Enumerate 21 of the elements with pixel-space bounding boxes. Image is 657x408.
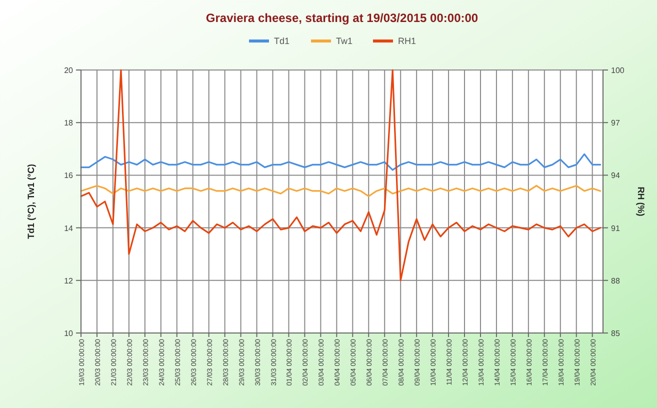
y-tick-label: 20 <box>64 66 74 75</box>
legend-label: Td1 <box>274 36 290 46</box>
line-series <box>80 69 602 282</box>
y-tick-label: 10 <box>64 329 74 338</box>
y2-tick-label: 94 <box>611 171 620 180</box>
y2-axis-title: RH (%) <box>636 186 646 216</box>
y2-tick-label: 97 <box>611 118 620 128</box>
y-tick-label: 16 <box>64 171 74 180</box>
y2-tick-label: 85 <box>611 329 620 338</box>
line-series <box>80 184 602 198</box>
y2-tick-label: 88 <box>611 276 620 286</box>
legend-label: Tw1 <box>336 36 353 46</box>
y-axis-title: Td1 (°C), Tw1 (°C) <box>26 164 36 240</box>
y2-tick-label: 91 <box>611 224 620 233</box>
y-tick-label: 18 <box>64 118 74 128</box>
line-series <box>80 153 602 171</box>
y-tick-label: 12 <box>64 276 74 286</box>
y-tick-label: 14 <box>64 224 74 233</box>
chart-title: Graviera cheese, starting at 19/03/2015 00:00:00 <box>206 11 478 25</box>
legend-label: RH1 <box>398 36 416 46</box>
y2-tick-label: 100 <box>611 66 625 75</box>
